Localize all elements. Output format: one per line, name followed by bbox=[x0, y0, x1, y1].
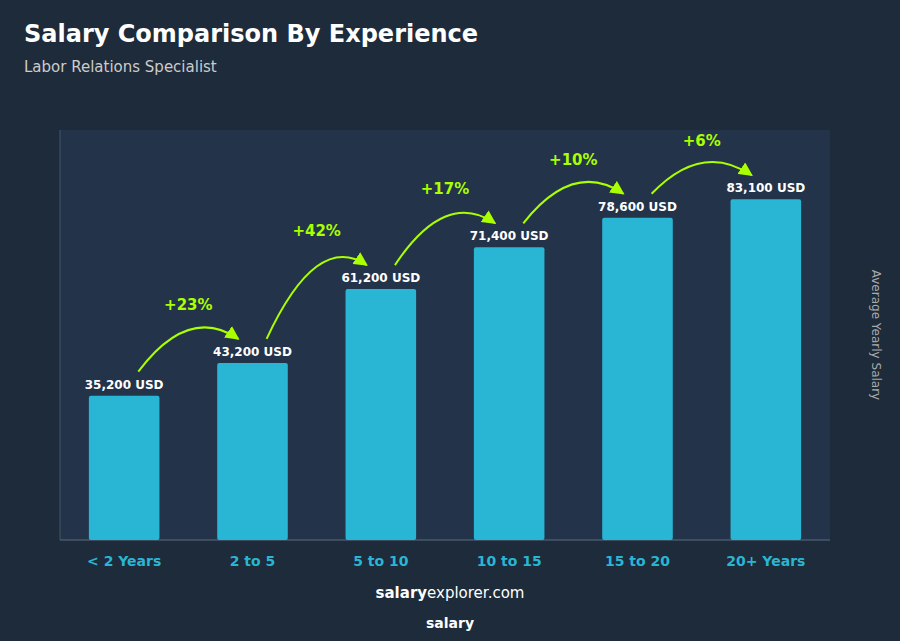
bar bbox=[346, 289, 417, 540]
y-axis-line bbox=[60, 130, 61, 540]
x-axis-line bbox=[60, 540, 830, 541]
x-tick-label: 15 to 20 bbox=[605, 553, 670, 569]
footer-part: salary bbox=[376, 584, 428, 602]
footer-part: explorer.com bbox=[427, 584, 524, 602]
x-tick-label: 20+ Years bbox=[726, 553, 805, 569]
data-label: 78,600 USD bbox=[598, 200, 677, 214]
x-tick-label: 5 to 10 bbox=[353, 553, 409, 569]
title: Salary Comparison By Experience bbox=[24, 20, 478, 48]
data-label: 83,100 USD bbox=[726, 181, 805, 195]
x-tick-label: 10 to 15 bbox=[477, 553, 542, 569]
annotation: salary bbox=[426, 615, 474, 631]
change-label: +6% bbox=[683, 132, 721, 150]
bar bbox=[731, 199, 802, 540]
change-arrow bbox=[395, 213, 495, 265]
chart: Salary Comparison By Experience Labor Rel… bbox=[0, 0, 900, 641]
footer: salaryexplorer.com bbox=[376, 584, 525, 602]
y-label: Average Yearly Salary bbox=[869, 270, 883, 400]
bar bbox=[474, 247, 545, 540]
background bbox=[0, 0, 900, 641]
data-label: 71,400 USD bbox=[470, 229, 549, 243]
change-arrow bbox=[523, 182, 623, 223]
bar bbox=[89, 396, 160, 540]
change-arrow bbox=[267, 257, 367, 339]
change-arrow bbox=[138, 327, 238, 371]
change-label: +17% bbox=[421, 180, 469, 198]
x-tick-label: 2 to 5 bbox=[230, 553, 276, 569]
change-label: +42% bbox=[292, 222, 340, 240]
change-label: +10% bbox=[549, 151, 597, 169]
change-arrow bbox=[652, 162, 752, 194]
data-label: 35,200 USD bbox=[85, 378, 164, 392]
data-label: 43,200 USD bbox=[213, 345, 292, 359]
subtitle: Labor Relations Specialist bbox=[24, 58, 217, 76]
bar bbox=[217, 363, 288, 540]
change-label: +23% bbox=[164, 296, 212, 314]
plot-area bbox=[60, 130, 830, 540]
bar bbox=[602, 218, 673, 540]
data-label: 61,200 USD bbox=[341, 271, 420, 285]
bars bbox=[89, 199, 801, 540]
x-tick-label: < 2 Years bbox=[87, 553, 161, 569]
